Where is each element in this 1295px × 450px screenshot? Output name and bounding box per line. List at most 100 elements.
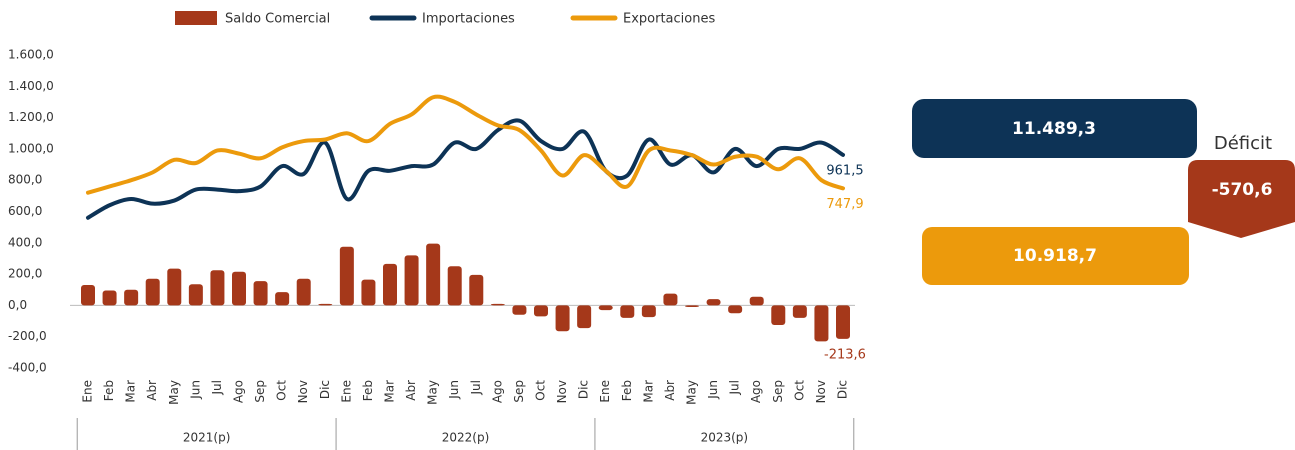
legend-swatch — [175, 11, 217, 25]
x-tick-label: Jun — [706, 380, 720, 400]
x-tick-label: Dic — [836, 380, 850, 399]
bar — [383, 263, 397, 306]
bar — [749, 296, 764, 306]
value-label: 961,5 — [826, 163, 863, 178]
bar — [102, 290, 117, 306]
bar — [620, 305, 635, 318]
y-tick-label: 200,0 — [8, 267, 42, 281]
bar — [404, 255, 419, 306]
bar — [771, 305, 786, 325]
group-label: 2022(p) — [442, 431, 490, 445]
bar — [296, 278, 311, 306]
y-tick-label: 1.600,0 — [8, 48, 54, 62]
bar — [145, 278, 160, 306]
group-label: 2021(p) — [183, 431, 231, 445]
line — [86, 94, 845, 195]
bar — [81, 285, 95, 306]
x-tick-label: Sep — [771, 380, 785, 403]
legend-label: Importaciones — [422, 12, 515, 27]
x-tick-label: Oct — [534, 380, 548, 401]
bar — [253, 281, 268, 306]
bar — [534, 305, 548, 317]
x-tick-label: Mar — [641, 380, 655, 403]
x-tick-label: Sep — [253, 380, 267, 403]
x-tick-label: Dic — [577, 380, 591, 399]
deficit-value: -570,6 — [1212, 180, 1273, 200]
x-tick-label: Feb — [620, 380, 634, 401]
bar — [663, 293, 678, 306]
y-tick-label: 800,0 — [8, 173, 42, 187]
x-tick-label: Jul — [469, 380, 483, 395]
x-tick-label: Jun — [188, 380, 202, 400]
exports-box — [922, 227, 1189, 285]
bar — [361, 279, 376, 306]
x-tick-label: Sep — [512, 380, 526, 403]
y-tick-label: 0,0 — [8, 298, 27, 312]
bar — [469, 274, 484, 306]
imports-box — [912, 99, 1197, 158]
value-label: 747,9 — [826, 197, 863, 212]
bar — [814, 305, 829, 342]
x-tick-label: Ago — [232, 380, 246, 403]
x-tick-label: Jul — [210, 380, 224, 395]
y-tick-label: -200,0 — [8, 329, 47, 343]
exports-total: 10.918,7 — [1013, 246, 1097, 266]
x-tick-label: Mar — [383, 380, 397, 403]
y-tick-label: 1.400,0 — [8, 79, 54, 93]
bar — [318, 303, 333, 306]
x-tick-label: Feb — [102, 380, 116, 401]
bar — [598, 305, 613, 311]
legend-label: Exportaciones — [623, 12, 715, 27]
x-tick-label: Ene — [81, 380, 95, 403]
y-tick-label: -400,0 — [8, 361, 47, 375]
bar — [728, 305, 743, 314]
x-tick-label: Nov — [296, 380, 310, 403]
x-tick-label: Dic — [318, 380, 332, 399]
bar — [339, 246, 354, 306]
x-tick-label: Feb — [361, 380, 375, 401]
bar — [641, 305, 656, 318]
bar — [447, 266, 462, 306]
line — [86, 118, 845, 220]
x-tick-label: Oct — [275, 380, 289, 401]
x-tick-label: Ene — [598, 380, 612, 403]
x-tick-label: May — [685, 380, 699, 405]
y-tick-label: 400,0 — [8, 235, 42, 249]
y-tick-label: 600,0 — [8, 204, 42, 218]
x-tick-label: Jul — [728, 380, 742, 395]
x-tick-label: May — [167, 380, 181, 405]
bar — [275, 292, 290, 306]
x-tick-label: Nov — [555, 380, 569, 403]
bar — [210, 270, 225, 306]
x-tick-label: Abr — [663, 380, 677, 401]
x-tick-label: Oct — [792, 380, 806, 401]
legend-label: Saldo Comercial — [225, 12, 330, 27]
bar — [490, 303, 505, 306]
x-tick-label: Ago — [490, 380, 504, 403]
bar — [706, 299, 721, 306]
bar — [792, 305, 807, 318]
x-tick-label: Nov — [814, 380, 828, 403]
bar — [232, 271, 246, 306]
bar — [512, 305, 527, 315]
x-tick-label: Abr — [145, 380, 159, 401]
value-label: -213,6 — [824, 347, 866, 362]
x-tick-label: Jun — [447, 380, 461, 400]
y-tick-label: 1.000,0 — [8, 141, 54, 155]
bar — [836, 305, 850, 339]
bar — [426, 243, 441, 306]
bar — [685, 305, 699, 307]
x-tick-label: Ene — [339, 380, 353, 403]
bar — [188, 284, 203, 306]
y-tick-label: 1.200,0 — [8, 110, 54, 124]
deficit-label: Déficit — [1214, 133, 1272, 154]
x-tick-label: May — [426, 380, 440, 405]
bar — [555, 305, 570, 332]
x-tick-label: Ago — [749, 380, 763, 403]
imports-total: 11.489,3 — [1012, 119, 1096, 139]
bar — [124, 289, 139, 306]
x-tick-label: Mar — [124, 380, 138, 403]
x-tick-label: Abr — [404, 380, 418, 401]
bar — [577, 305, 592, 329]
